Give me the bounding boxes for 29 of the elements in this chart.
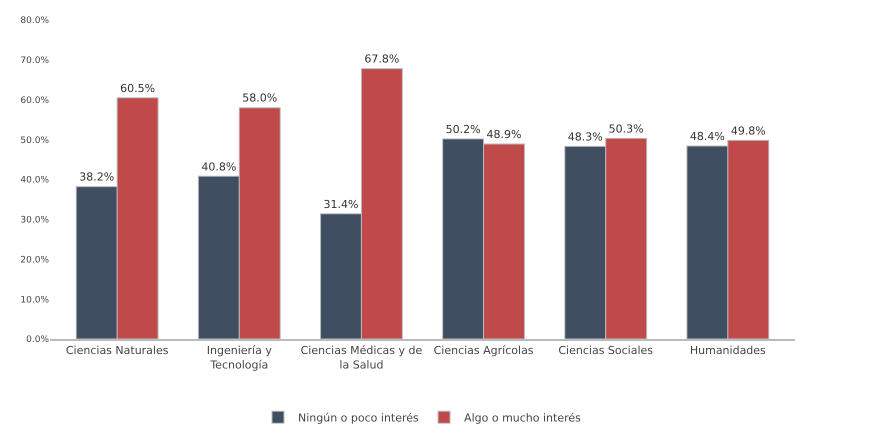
data-label: 67.8% <box>364 52 400 66</box>
data-label: 48.4% <box>690 130 725 144</box>
y-tick-label: 0.0% <box>26 335 50 346</box>
legend-label: Ningún o poco interés <box>298 412 420 425</box>
data-label: 31.4% <box>324 198 358 211</box>
y-tick-label: 80.0% <box>20 16 50 26</box>
x-tick-label: Ciencias Naturales <box>66 344 169 358</box>
y-tick-label: 20.0% <box>20 255 50 266</box>
x-tick-label: Ciencias Médicas y de la Salud <box>300 344 422 372</box>
y-tick-label: 40.0% <box>20 176 50 186</box>
y-tick-label: 10.0% <box>20 295 50 306</box>
x-tick-label: Ingeniería y Tecnología <box>206 344 272 372</box>
y-tick-label: 50.0% <box>20 136 50 146</box>
x-tick-label: Ciencias Agrícolas <box>434 344 534 358</box>
data-label: 48.3% <box>568 130 603 144</box>
y-tick-label: 30.0% <box>20 216 50 226</box>
x-tick-label: Humanidades <box>690 344 766 358</box>
data-label: 48.9% <box>486 128 522 142</box>
y-tick-label: 70.0% <box>20 56 50 66</box>
data-label: 40.8% <box>201 160 236 174</box>
data-label: 50.2% <box>446 122 481 136</box>
data-label: 60.5% <box>120 82 156 95</box>
data-label: 50.3% <box>608 122 644 136</box>
data-label: 38.2% <box>79 170 114 184</box>
y-tick-label: 60.0% <box>20 96 50 106</box>
legend-label: Algo o mucho interés <box>464 412 582 425</box>
x-tick-label: Ciencias Sociales <box>558 344 654 358</box>
data-label: 49.8% <box>730 124 766 138</box>
data-label: 58.0% <box>242 92 278 105</box>
